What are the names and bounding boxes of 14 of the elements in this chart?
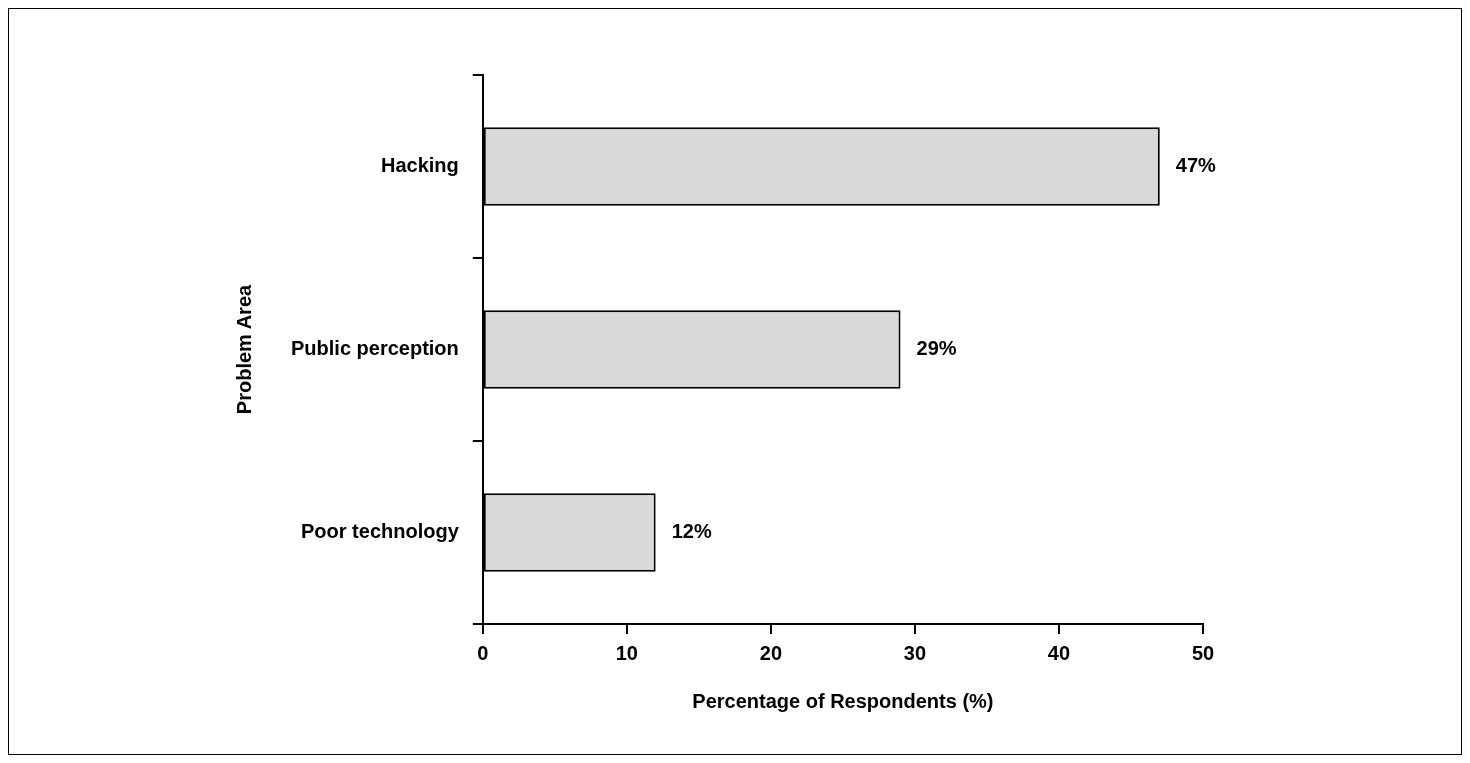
y-axis-title: Problem Area <box>232 283 255 415</box>
x-axis-title: Percentage of Respondents (%) <box>692 689 994 712</box>
data-label: 12% <box>671 520 712 543</box>
data-label: 29% <box>916 337 957 360</box>
x-tick-label: 10 <box>615 641 638 664</box>
x-tick-label: 20 <box>759 641 783 664</box>
x-tick-label: 0 <box>477 641 489 664</box>
y-tick-label: Hacking <box>380 154 459 177</box>
y-tick-label: Public perception <box>290 337 459 360</box>
x-tick-label: 30 <box>903 641 927 664</box>
y-tick-label: Poor technology <box>301 520 460 543</box>
x-tick-label: 40 <box>1047 641 1071 664</box>
x-tick-label: 50 <box>1191 641 1215 664</box>
data-label: 47% <box>1175 154 1217 177</box>
